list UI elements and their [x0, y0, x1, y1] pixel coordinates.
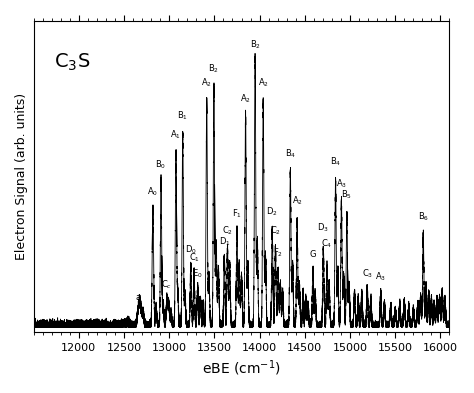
Text: B$_2$: B$_2$: [250, 38, 261, 51]
Text: B$_2$: B$_2$: [209, 63, 219, 75]
Text: G: G: [310, 250, 316, 259]
Text: B$_1$: B$_1$: [177, 109, 188, 122]
Text: C$_1$: C$_1$: [189, 252, 200, 264]
Text: D$_3$: D$_3$: [318, 221, 329, 234]
Text: D$_0$: D$_0$: [185, 243, 197, 256]
Text: D$_1$: D$_1$: [219, 235, 230, 248]
Text: B$_6$: B$_6$: [418, 211, 429, 223]
Text: E$_0$: E$_0$: [192, 268, 203, 281]
Text: A$_0$: A$_0$: [147, 186, 158, 198]
Text: F$_1$: F$_1$: [232, 208, 242, 220]
Text: B$_5$: B$_5$: [341, 189, 352, 201]
Text: a: a: [136, 293, 141, 302]
Text: C$_3$: C$_3$: [362, 268, 373, 281]
Text: A$_2$: A$_2$: [201, 77, 212, 89]
Text: B$_0$: B$_0$: [155, 158, 167, 171]
Text: C$_2$: C$_2$: [222, 224, 233, 237]
Text: A$_1$: A$_1$: [171, 129, 182, 141]
Text: A$_3$: A$_3$: [336, 178, 347, 190]
Text: F$_2$: F$_2$: [273, 246, 283, 259]
Text: A$_2$: A$_2$: [240, 93, 251, 105]
Y-axis label: Electron Signal (arb. units): Electron Signal (arb. units): [15, 93, 28, 260]
Text: A$_3$: A$_3$: [375, 271, 386, 283]
X-axis label: eBE (cm$^{-1}$): eBE (cm$^{-1}$): [202, 358, 281, 378]
Text: B$_4$: B$_4$: [330, 156, 341, 168]
Text: A$_2$: A$_2$: [258, 77, 269, 89]
Text: D$_2$: D$_2$: [266, 205, 278, 218]
Text: C$_3$S: C$_3$S: [55, 52, 91, 73]
Text: C$_c$: C$_c$: [161, 279, 173, 291]
Text: C$_4$: C$_4$: [321, 238, 333, 250]
Text: C$_2$: C$_2$: [270, 224, 281, 237]
Text: A$_2$: A$_2$: [292, 194, 302, 207]
Text: B$_4$: B$_4$: [285, 148, 296, 160]
